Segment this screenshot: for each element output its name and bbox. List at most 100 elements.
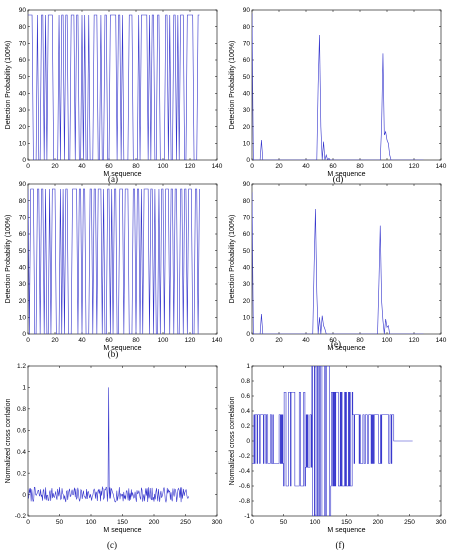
y-tick-label: 20 (19, 124, 27, 131)
series-line (28, 14, 200, 160)
x-tick-label: 60 (329, 337, 337, 344)
x-tick-label: 120 (409, 163, 420, 170)
panel-label: (e) (331, 339, 341, 349)
x-tick-label: 100 (158, 337, 169, 344)
y-tick-label: 90 (243, 7, 251, 14)
y-tick-label: 50 (19, 74, 27, 81)
y-tick-label: 40 (19, 265, 27, 272)
y-tick-label: 0 (246, 438, 250, 445)
panel-e: 0 20 40 60 80 100 120 140 0 10 20 30 40 50 60 70 80 90 M s… (229, 181, 447, 352)
y-tick-label: 10 (243, 315, 251, 322)
y-tick-label: 1 (246, 363, 250, 370)
series-line (28, 387, 189, 503)
y-tick-label: 70 (243, 215, 251, 222)
y-tick-label: 40 (243, 265, 251, 272)
x-tick-label: 100 (310, 519, 321, 526)
panel-b: 0 20 40 60 80 100 120 140 0 10 20 30 40 50 60 70 80 90 M s… (5, 181, 223, 359)
y-tick-label: 0 (22, 492, 26, 499)
y-tick-label: 10 (19, 141, 27, 148)
y-tick-label: 60 (243, 231, 251, 238)
x-tick-label: 140 (436, 163, 447, 170)
y-tick-label: 60 (19, 231, 27, 238)
y-tick-label: 90 (243, 181, 251, 188)
y-tick-label: 0 (22, 331, 26, 338)
y-tick-label: 0.8 (241, 378, 250, 385)
y-tick-label: 90 (19, 181, 27, 188)
x-tick-label: 40 (302, 337, 310, 344)
series-line (28, 188, 200, 334)
y-tick-label: 40 (243, 91, 251, 98)
y-tick-label: 1.2 (17, 363, 26, 370)
x-axis-label: M sequence (327, 345, 365, 352)
x-tick-label: 0 (250, 519, 254, 526)
y-axis-label: Normalized cross corrlation (5, 398, 12, 483)
y-axis-label: Detection Probability (100%) (5, 215, 12, 304)
panel-label: (c) (107, 540, 117, 550)
y-tick-label: -0.6 (239, 483, 251, 490)
x-axis-label: M sequence (103, 171, 141, 178)
y-axis-label: Detection Probability (100%) (229, 41, 236, 130)
x-tick-label: 60 (105, 337, 113, 344)
y-tick-label: 0.6 (17, 427, 26, 434)
y-tick-label: 20 (243, 298, 251, 305)
x-tick-label: 20 (51, 163, 59, 170)
y-tick-label: 0.8 (17, 406, 26, 413)
x-tick-label: 120 (185, 337, 196, 344)
x-tick-label: 40 (78, 163, 86, 170)
panel-a: 0 20 40 60 80 100 120 140 0 10 20 30 40 50 60 70 80 90 M s… (5, 7, 223, 184)
y-tick-label: 30 (19, 281, 27, 288)
panel-label: (d) (333, 174, 344, 184)
x-axis-label: M sequence (327, 171, 365, 178)
x-tick-label: 100 (382, 163, 393, 170)
y-tick-label: 1 (22, 385, 26, 392)
y-tick-label: 10 (243, 141, 251, 148)
y-tick-label: 80 (243, 24, 251, 31)
y-tick-label: 0.4 (241, 408, 250, 415)
x-tick-label: 0 (26, 519, 30, 526)
x-tick-label: 200 (149, 519, 160, 526)
x-axis-label: M sequence (103, 345, 141, 352)
panel-c: 0 50 100 150 200 250 300-0.200.20.40.60.811.2M… (5, 363, 223, 550)
x-tick-label: 300 (212, 519, 223, 526)
x-tick-label: 80 (132, 163, 140, 170)
y-tick-label: -0.8 (239, 498, 251, 505)
y-tick-label: 20 (19, 298, 27, 305)
plot-area (251, 9, 442, 161)
y-tick-label: -0.4 (239, 468, 251, 475)
x-tick-label: 20 (51, 337, 59, 344)
y-tick-label: 0.2 (17, 470, 26, 477)
y-tick-label: 20 (243, 124, 251, 131)
x-tick-label: 80 (356, 163, 364, 170)
panel-d: 0 20 40 60 80 100 120 140 0 10 20 30 40 50 60 70 80 90 M s… (229, 7, 447, 184)
x-tick-label: 40 (302, 163, 310, 170)
x-tick-label: 100 (86, 519, 97, 526)
plot-area (27, 365, 218, 517)
x-tick-label: 140 (212, 163, 223, 170)
y-tick-label: 60 (19, 57, 27, 64)
x-tick-label: 200 (373, 519, 384, 526)
x-tick-label: 120 (409, 337, 420, 344)
y-tick-label: 10 (19, 315, 27, 322)
panel-f: 0 50 100 150 200 250 300 -1 -0.8 -0.6 -0.4 -0.2 0 0.2… (229, 363, 447, 550)
y-tick-label: 0.6 (241, 393, 250, 400)
y-tick-label: 40 (19, 91, 27, 98)
x-tick-label: 80 (132, 337, 140, 344)
y-tick-label: 0.2 (241, 423, 250, 430)
y-axis-label: Detection Probability (100%) (229, 215, 236, 304)
y-tick-label: 0 (22, 157, 26, 164)
y-axis-label: Normalized cross correlation (229, 397, 236, 486)
x-tick-label: 100 (382, 337, 393, 344)
x-tick-label: 0 (26, 163, 30, 170)
x-tick-label: 60 (329, 163, 337, 170)
y-tick-label: 80 (243, 198, 251, 205)
series-line (252, 366, 413, 516)
panel-label: (b) (108, 349, 119, 359)
y-axis-label: Detection Probability (100%) (5, 41, 12, 130)
x-tick-label: 150 (117, 519, 128, 526)
series-line (252, 13, 424, 160)
y-tick-label: 70 (19, 41, 27, 48)
y-tick-label: 90 (19, 7, 27, 14)
y-tick-label: -0.2 (15, 513, 27, 520)
y-tick-label: 50 (243, 248, 251, 255)
x-tick-label: 60 (105, 163, 113, 170)
